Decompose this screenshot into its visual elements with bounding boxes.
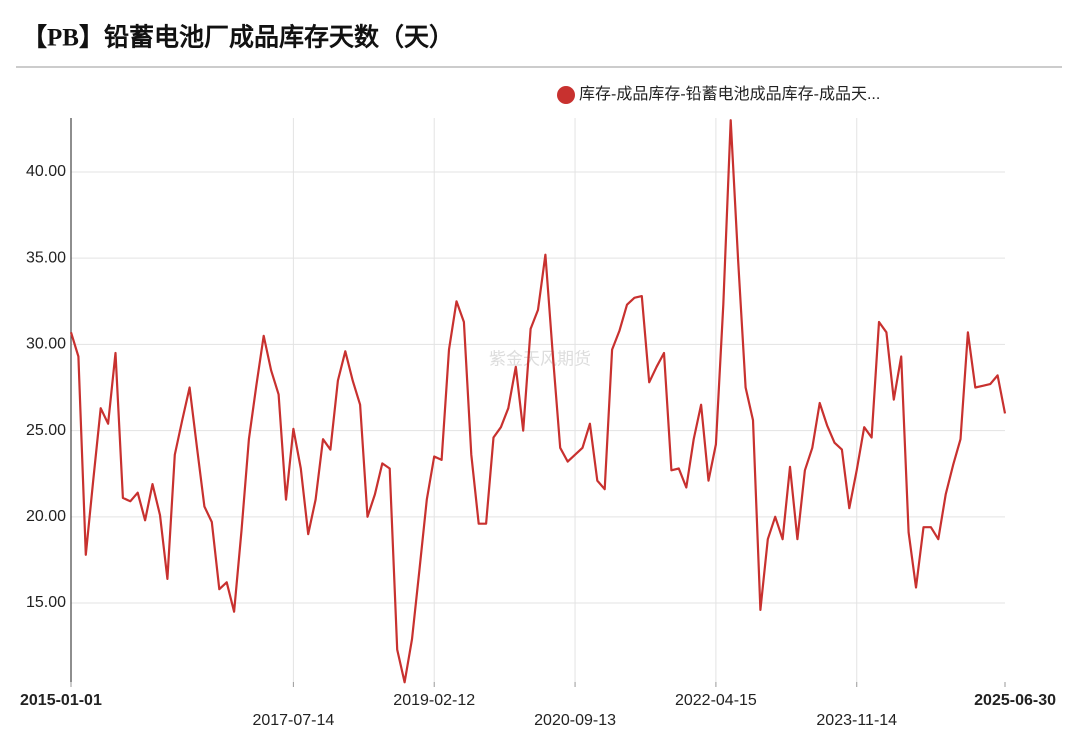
y-tick-label: 40.00 xyxy=(26,163,66,180)
x-tick-label: 2019-02-12 xyxy=(393,692,475,709)
y-tick-label: 25.00 xyxy=(26,422,66,439)
y-tick-label: 20.00 xyxy=(26,508,66,525)
legend-marker xyxy=(557,86,575,104)
x-tick-label: 2023-11-14 xyxy=(816,712,897,729)
line-series xyxy=(69,119,1007,684)
x-tick-label: 2022-04-15 xyxy=(675,692,757,709)
chart-title: 【PB】铅蓄电池厂成品库存天数（天） xyxy=(22,23,454,52)
x-tick-label: 2020-09-13 xyxy=(534,712,616,729)
y-tick-label: 15.00 xyxy=(26,594,66,611)
x-tick-label: 2017-07-14 xyxy=(252,712,334,729)
watermark: 紫金天风期货 xyxy=(489,349,591,368)
x-tick-label: 2025-06-30 xyxy=(974,692,1056,709)
grid xyxy=(71,118,1005,682)
x-tick-label: 2015-01-01 xyxy=(20,692,102,709)
legend-label: 库存-成品库存-铅蓄电池成品库存-成品天... xyxy=(579,85,880,103)
y-tick-label: 35.00 xyxy=(26,249,66,266)
y-tick-label: 30.00 xyxy=(26,336,66,353)
